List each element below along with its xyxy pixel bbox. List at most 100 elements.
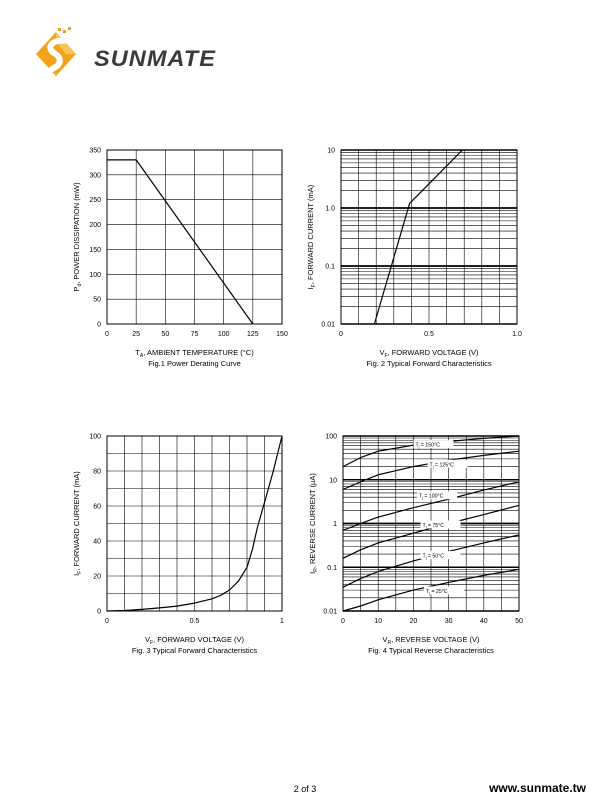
fig4-curve-label-symbol: T bbox=[419, 494, 423, 500]
fig3-series-line-1 bbox=[106, 435, 283, 612]
fig1-y-axis-subscript: d bbox=[77, 284, 83, 287]
fig2-x-axis-subscript: F bbox=[384, 353, 387, 359]
fig4-curve-label-5: Tj = 50°C bbox=[423, 554, 445, 561]
fig4-x-axis-subscript: R bbox=[387, 640, 391, 646]
fig4-x-axis-label: VR, REVERSE VOLTAGE (V) bbox=[382, 635, 480, 646]
fig3-y-axis-subscript: F bbox=[77, 571, 83, 574]
fig3-x-tick-label: 0.5 bbox=[190, 618, 200, 625]
fig4-series-line-1 bbox=[342, 435, 520, 468]
fig3-y-tick-label: 80 bbox=[93, 469, 101, 476]
fig3-x-axis-symbol: V bbox=[145, 635, 150, 644]
fig4-curve-label-subscript: j bbox=[432, 465, 434, 469]
fig3-x-axis-subscript: F bbox=[150, 640, 153, 646]
sunmate-logo: SUNMATE bbox=[36, 27, 216, 76]
fig4-curve-label-bg bbox=[427, 459, 468, 468]
fig1-x-tick-label: 0 bbox=[105, 331, 109, 338]
fig3-y-tick-label: 20 bbox=[93, 574, 101, 581]
fig2-y-tick-label: 10 bbox=[327, 148, 335, 155]
fig4-y-axis-subscript: R bbox=[313, 568, 319, 572]
fig1-x-tick-label: 150 bbox=[276, 331, 288, 338]
fig4-x-tick-label: 10 bbox=[374, 618, 382, 625]
fig4-curve-label-3: Tj = 100°C bbox=[419, 494, 444, 501]
fig4-y-tick-label: 1 bbox=[333, 521, 337, 528]
fig3-y-tick-label: 0 bbox=[97, 609, 101, 616]
fig4-curve-label-text: = 125°C bbox=[434, 462, 455, 468]
fig4-curve-label-4: Tj = 75°C bbox=[423, 523, 445, 530]
fig2-x-tick-label: 0 bbox=[339, 331, 343, 338]
fig2-y-axis-subscript: F bbox=[311, 284, 317, 287]
fig4-curve-label-text: = 50°C bbox=[427, 554, 445, 560]
fig2-series-line-1 bbox=[373, 149, 463, 325]
fig4-series-line-3 bbox=[342, 481, 520, 531]
fig2-x-tick-label: 0.5 bbox=[424, 331, 434, 338]
fig3-y-axis-label: IF, FORWARD CURRENT (mA) bbox=[72, 471, 83, 576]
website-url[interactable]: www.sunmate.tw bbox=[489, 781, 586, 795]
fig4-y-axis-label: IR, REVERSE CURRENT (µA) bbox=[308, 473, 319, 574]
fig4-x-tick-label: 30 bbox=[445, 618, 453, 625]
fig3-frame bbox=[106, 435, 283, 612]
fig4-series-line-4 bbox=[342, 504, 520, 559]
fig4-x-tick-label: 40 bbox=[480, 618, 488, 625]
fig1-x-tick-label: 25 bbox=[132, 331, 140, 338]
fig3-x-tick-label: 1 bbox=[280, 618, 284, 625]
fig1-x-axis-symbol: T bbox=[135, 348, 140, 357]
fig2-y-tick-label: 1.0 bbox=[325, 206, 335, 213]
fig4-curve-label-bg bbox=[413, 440, 454, 449]
fig3-y-tick-label: 60 bbox=[93, 504, 101, 511]
fig4-y-axis-symbol: I bbox=[308, 572, 317, 574]
fig1-x-tick-label: 75 bbox=[191, 331, 199, 338]
fig1-y-tick-label: 50 bbox=[93, 297, 101, 304]
fig4-y-axis-text: , REVERSE CURRENT (µA) bbox=[308, 473, 317, 569]
fig4-curve-label-subscript: j bbox=[425, 556, 427, 560]
fig4-curve-label-1: Tj = 150°C bbox=[415, 443, 440, 450]
fig2-y-tick-label: 0.1 bbox=[325, 264, 335, 271]
fig1-x-axis-text: , AMBIENT TEMPERATURE (°C) bbox=[143, 348, 254, 357]
fig1-x-tick-label: 125 bbox=[247, 331, 259, 338]
fig1-y-tick-label: 0 bbox=[97, 322, 101, 329]
fig1-y-axis-label: Pd, POWER DISSIPATION (mW) bbox=[72, 182, 83, 292]
fig1-y-tick-label: 350 bbox=[89, 148, 101, 155]
fig4-curve-label-symbol: T bbox=[426, 589, 430, 595]
fig2-y-axis-symbol: I bbox=[306, 287, 315, 289]
fig3-y-tick-label: 100 bbox=[89, 434, 101, 441]
fig4-x-tick-label: 50 bbox=[515, 618, 523, 625]
fig3-x-tick-label: 0 bbox=[105, 618, 109, 625]
fig2-caption: Fig. 2 Typical Forward Characteristics bbox=[366, 359, 492, 368]
fig4-y-tick-label: 10 bbox=[329, 477, 337, 484]
fig4-series-line-2 bbox=[342, 450, 520, 491]
logo-emblem-icon bbox=[36, 27, 76, 76]
fig3-x-axis-text: , FORWARD VOLTAGE (V) bbox=[153, 635, 244, 644]
fig4-y-tick-label: 100 bbox=[325, 434, 337, 441]
fig1-y-tick-label: 300 bbox=[89, 172, 101, 179]
fig4-curve-label-bg bbox=[420, 520, 461, 529]
fig2-y-axis-label: IF, FORWARD CURRENT (mA) bbox=[306, 184, 317, 289]
fig1-caption: Fig.1 Power Derating Curve bbox=[148, 359, 241, 368]
fig1-x-tick-label: 50 bbox=[161, 331, 169, 338]
fig4-series-line-6 bbox=[342, 568, 520, 612]
fig4-curve-label-subscript: j bbox=[428, 591, 430, 595]
fig4-curve-label-text: = 25°C bbox=[430, 589, 448, 595]
fig1-y-tick-label: 250 bbox=[89, 197, 101, 204]
fig1-series-line-1 bbox=[107, 159, 254, 325]
fig4-curve-label-subscript: j bbox=[421, 496, 423, 500]
fig4-caption: Fig. 4 Typical Reverse Characteristics bbox=[368, 646, 494, 655]
fig1-y-tick-label: 200 bbox=[89, 222, 101, 229]
logo-wordmark: SUNMATE bbox=[94, 46, 216, 71]
fig3-y-axis-text: , FORWARD CURRENT (mA) bbox=[72, 471, 81, 571]
fig1-chart: 0 25 50 75 100 125 150 0 50 100 150 200 250 300 350 TA,… bbox=[72, 148, 288, 369]
fig4-x-tick-label: 0 bbox=[341, 618, 345, 625]
fig3-y-tick-label: 40 bbox=[93, 539, 101, 546]
fig4-y-tick-label: 0.1 bbox=[327, 565, 337, 572]
fig1-y-axis-symbol: P bbox=[72, 287, 81, 292]
fig4-curve-label-text: = 150°C bbox=[419, 443, 440, 449]
fig4-curve-label-text: = 75°C bbox=[427, 523, 445, 529]
fig2-x-axis-text: , FORWARD VOLTAGE (V) bbox=[388, 348, 479, 357]
fig1-x-axis-subscript: A bbox=[140, 353, 144, 359]
fig1-x-axis-label: TA, AMBIENT TEMPERATURE (°C) bbox=[135, 348, 254, 359]
fig1-frame bbox=[106, 149, 283, 325]
fig4-frame bbox=[342, 435, 520, 612]
fig4-curve-label-bg bbox=[420, 551, 461, 560]
fig4-x-axis-text: , REVERSE VOLTAGE (V) bbox=[391, 635, 480, 644]
fig3-x-axis-label: VF, FORWARD VOLTAGE (V) bbox=[145, 635, 245, 646]
